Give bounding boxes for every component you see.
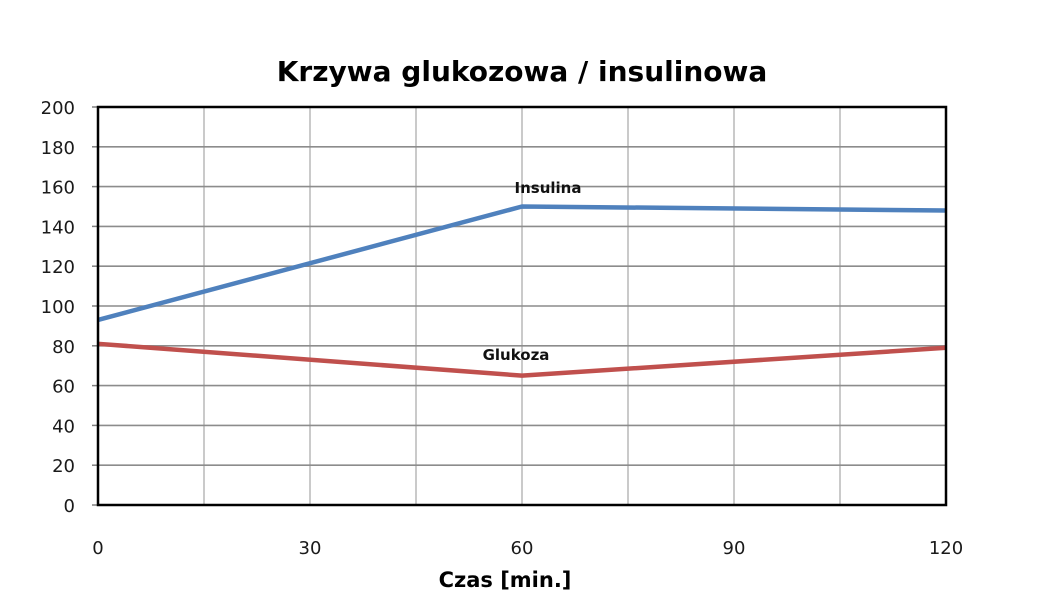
y-tick-label: 40 (52, 416, 75, 437)
y-tick-label: 100 (41, 297, 75, 318)
chart-title: Krzywa glukozowa / insulinowa (277, 55, 768, 88)
y-tick-label: 80 (52, 337, 75, 358)
plot-area-frame (96, 105, 948, 507)
y-tick-label: 160 (41, 178, 75, 199)
y-tick-label: 60 (52, 377, 75, 398)
y-tick-label: 200 (41, 98, 75, 119)
y-tick-label: 140 (41, 217, 75, 238)
x-tick-label: 30 (299, 538, 322, 559)
y-axis-ticks: 0 20 40 60 80 100 120 140 160 180 200 (41, 98, 98, 517)
y-tick-label: 120 (41, 257, 75, 278)
x-tick-label: 120 (929, 538, 963, 559)
y-tick-label: 0 (64, 496, 75, 517)
x-tick-label: 60 (511, 538, 534, 559)
y-tick-label: 180 (41, 138, 75, 159)
x-axis-label: Czas [min.] (439, 568, 572, 592)
series-label-glukoza: Glukoza (483, 346, 550, 364)
x-tick-label: 0 (92, 538, 103, 559)
series-line-glukoza (97, 341, 947, 378)
gridlines (98, 107, 946, 505)
series-line-insulina (97, 204, 947, 323)
x-axis-ticks: 0 30 60 90 120 (92, 538, 963, 559)
y-tick-label: 20 (52, 456, 75, 477)
series-label-insulina: Insulina (515, 179, 582, 197)
x-tick-label: 90 (723, 538, 746, 559)
data-series (97, 204, 947, 378)
